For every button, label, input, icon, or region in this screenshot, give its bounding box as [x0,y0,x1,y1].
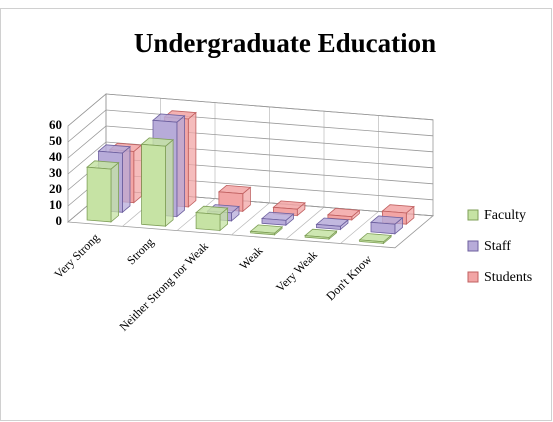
bar [141,143,166,227]
bar [86,166,112,223]
floor-grid [231,202,270,236]
bar-side [122,145,131,214]
bar-side [176,114,185,218]
y-tick-label: 40 [49,149,62,164]
bar [250,230,275,236]
y-tick-label: 30 [49,165,62,180]
legend-swatch [467,240,479,252]
bar [316,223,341,230]
floor-grid [340,211,379,244]
bar-side [165,138,174,228]
floor-grid [285,206,325,240]
bar [359,239,384,244]
legend-label: Faculty [484,208,526,223]
grid-line [67,141,434,175]
y-tick-label: 60 [49,117,62,132]
y-tick-label: 20 [49,181,62,196]
bar [195,212,221,231]
bar [261,218,287,226]
legend-swatch [467,271,479,283]
legend-label: Students [484,270,532,285]
bar-side [187,111,197,208]
y-tick-label: 50 [49,133,62,148]
legend-swatch [467,209,479,221]
grid-line [67,93,434,127]
bar [304,235,330,240]
grid-line [67,125,434,159]
bar [370,221,396,235]
chart-title: Undergraduate Education [134,28,436,58]
y-tick-label: 10 [49,197,62,212]
grid-line [67,109,434,143]
legend-label: Staff [484,239,511,254]
bar-side [110,161,119,223]
bar-side [133,144,142,204]
y-tick-label: 0 [56,213,63,228]
